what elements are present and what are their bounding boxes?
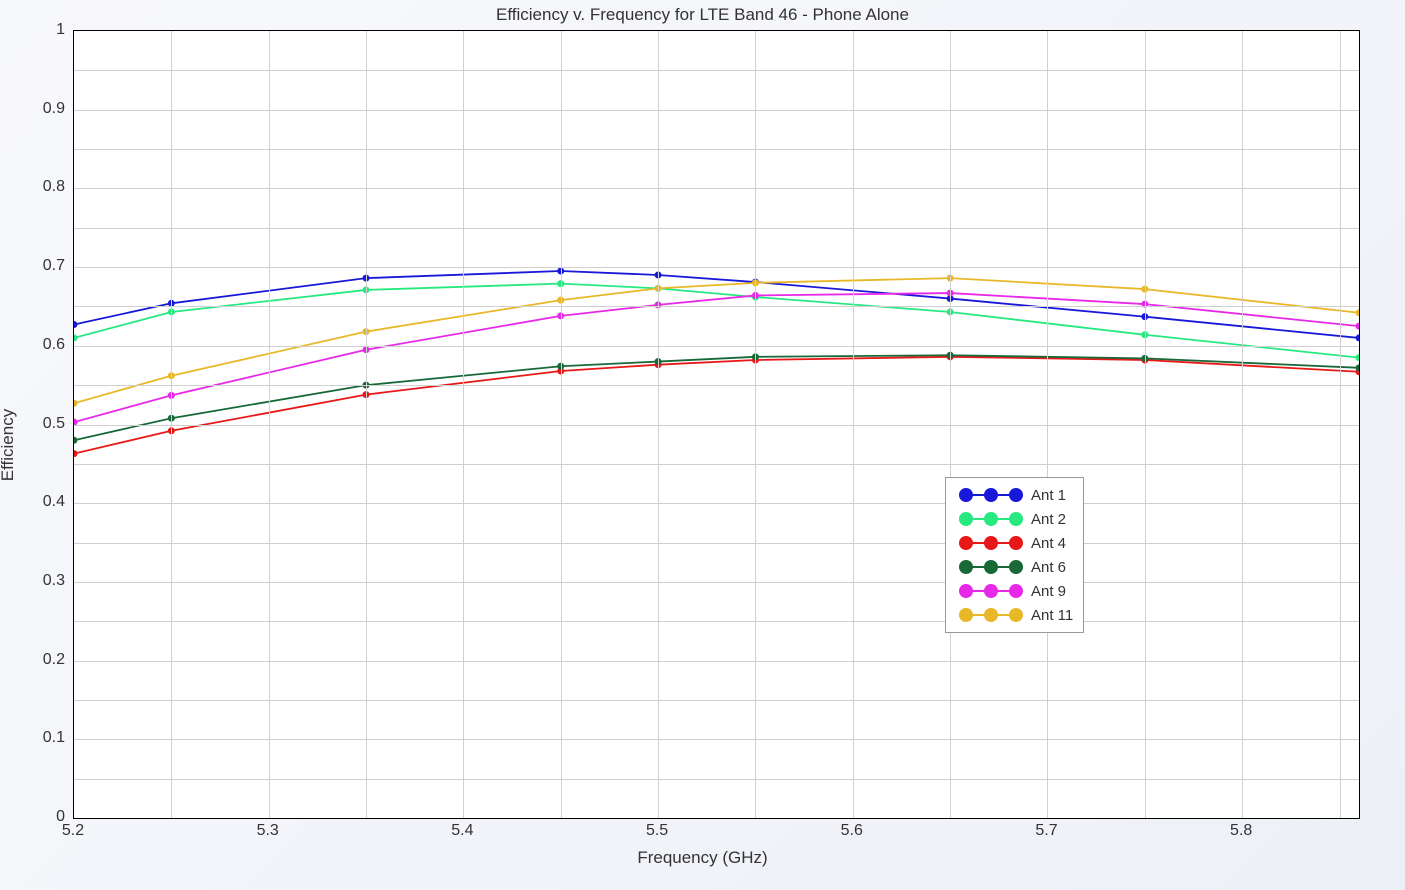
grid-line-horizontal bbox=[74, 661, 1359, 662]
legend-label: Ant 2 bbox=[1031, 511, 1066, 528]
grid-line-horizontal bbox=[74, 425, 1359, 426]
legend-label: Ant 11 bbox=[1031, 607, 1073, 624]
grid-line-horizontal bbox=[74, 700, 1359, 701]
series-line bbox=[74, 357, 1359, 454]
chart-container: Efficiency v. Frequency for LTE Band 46 … bbox=[0, 0, 1405, 890]
grid-line-horizontal bbox=[74, 110, 1359, 111]
y-tick-label: 0.3 bbox=[25, 572, 65, 590]
y-tick-label: 0.6 bbox=[25, 336, 65, 354]
legend-label: Ant 6 bbox=[1031, 559, 1066, 576]
y-tick-label: 0.7 bbox=[25, 257, 65, 275]
y-tick-label: 1 bbox=[25, 21, 65, 39]
grid-line-horizontal bbox=[74, 188, 1359, 189]
grid-line-horizontal bbox=[74, 267, 1359, 268]
grid-line-horizontal bbox=[74, 346, 1359, 347]
series-marker bbox=[1356, 364, 1360, 371]
grid-line-horizontal bbox=[74, 779, 1359, 780]
x-tick-label: 5.3 bbox=[257, 822, 279, 840]
legend-item: Ant 1 bbox=[956, 483, 1073, 507]
grid-line-horizontal bbox=[74, 621, 1359, 622]
x-tick-label: 5.6 bbox=[841, 822, 863, 840]
y-tick-label: 0.9 bbox=[25, 100, 65, 118]
legend-label: Ant 9 bbox=[1031, 583, 1066, 600]
series-marker bbox=[1356, 368, 1360, 375]
plot-area bbox=[73, 30, 1360, 819]
x-tick-label: 5.5 bbox=[646, 822, 668, 840]
x-axis-label: Frequency (GHz) bbox=[0, 848, 1405, 868]
legend-item: Ant 9 bbox=[956, 579, 1073, 603]
x-tick-label: 5.7 bbox=[1035, 822, 1057, 840]
x-tick-label: 5.2 bbox=[62, 822, 84, 840]
series-marker bbox=[74, 437, 78, 444]
grid-line-horizontal bbox=[74, 543, 1359, 544]
y-tick-label: 0 bbox=[25, 808, 65, 826]
legend-item: Ant 4 bbox=[956, 531, 1073, 555]
y-tick-label: 0.4 bbox=[25, 493, 65, 511]
series-marker bbox=[74, 400, 78, 407]
series-line bbox=[74, 293, 1359, 422]
series-marker bbox=[1356, 309, 1360, 316]
grid-line-horizontal bbox=[74, 385, 1359, 386]
y-tick-label: 0.1 bbox=[25, 729, 65, 747]
series-marker bbox=[74, 334, 78, 341]
grid-line-horizontal bbox=[74, 464, 1359, 465]
legend: Ant 1 Ant 2 Ant 4 Ant 6 Ant 9 Ant 11 bbox=[945, 477, 1084, 633]
grid-line-horizontal bbox=[74, 503, 1359, 504]
series-line bbox=[74, 355, 1359, 440]
legend-item: Ant 6 bbox=[956, 555, 1073, 579]
series-marker bbox=[1356, 354, 1360, 361]
grid-line-horizontal bbox=[74, 739, 1359, 740]
legend-label: Ant 1 bbox=[1031, 487, 1066, 504]
series-marker bbox=[1356, 323, 1360, 330]
grid-line-horizontal bbox=[74, 70, 1359, 71]
series-marker bbox=[74, 321, 78, 328]
chart-title: Efficiency v. Frequency for LTE Band 46 … bbox=[0, 5, 1405, 25]
legend-item: Ant 2 bbox=[956, 507, 1073, 531]
series-marker bbox=[1356, 334, 1360, 341]
grid-line-horizontal bbox=[74, 306, 1359, 307]
grid-line-horizontal bbox=[74, 228, 1359, 229]
grid-line-horizontal bbox=[74, 149, 1359, 150]
legend-label: Ant 4 bbox=[1031, 535, 1066, 552]
x-tick-label: 5.4 bbox=[451, 822, 473, 840]
y-tick-label: 0.5 bbox=[25, 415, 65, 433]
y-tick-label: 0.8 bbox=[25, 178, 65, 196]
series-marker bbox=[74, 450, 78, 457]
x-tick-label: 5.8 bbox=[1230, 822, 1252, 840]
legend-item: Ant 11 bbox=[956, 603, 1073, 627]
series-line bbox=[74, 271, 1359, 338]
y-axis-label: Efficiency bbox=[0, 409, 18, 481]
grid-line-horizontal bbox=[74, 582, 1359, 583]
y-tick-label: 0.2 bbox=[25, 651, 65, 669]
